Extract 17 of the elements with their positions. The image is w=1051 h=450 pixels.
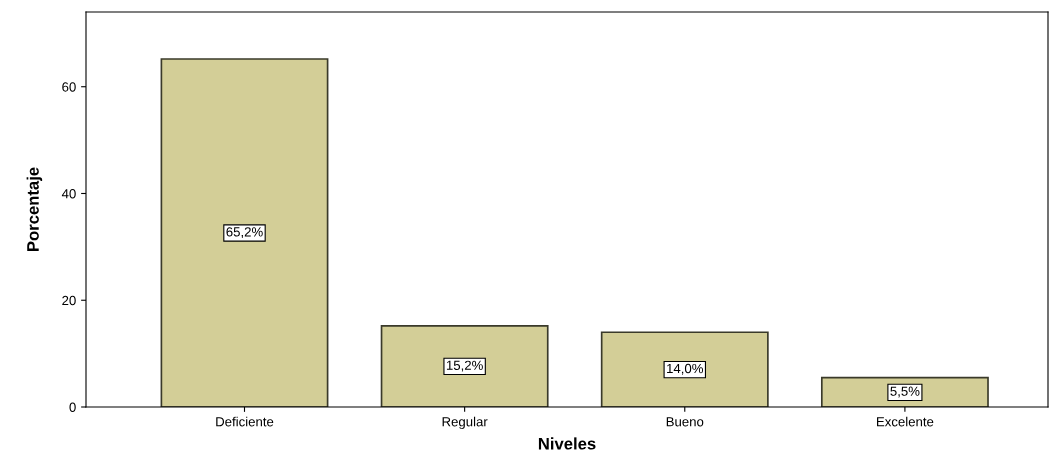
bar xyxy=(380,325,549,407)
y-tick-label: 20 xyxy=(62,295,76,306)
x-tick-label: Deficiente xyxy=(216,416,274,427)
y-tick-label: 0 xyxy=(69,402,76,412)
x-tick-label: Regular xyxy=(442,416,488,430)
data-label: 14,0% xyxy=(667,363,704,375)
bar xyxy=(600,331,769,407)
x-axis-title: Niveles xyxy=(538,437,596,450)
data-label: 65,2% xyxy=(226,227,263,239)
y-tick-label: 40 xyxy=(61,189,76,199)
x-tick-label: Bueno xyxy=(666,417,704,427)
y-axis-title: Porcentaje xyxy=(26,167,43,251)
data-label: 15,2% xyxy=(446,360,483,372)
data-label: 5,5% xyxy=(890,386,920,398)
bar xyxy=(160,58,329,407)
x-tick-label: Excelente xyxy=(877,416,934,427)
y-tick-label: 60 xyxy=(62,82,76,92)
